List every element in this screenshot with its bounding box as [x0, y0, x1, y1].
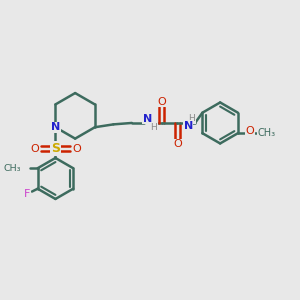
Text: CH₃: CH₃ [257, 128, 275, 138]
Text: N: N [51, 122, 60, 132]
Text: N: N [143, 114, 152, 124]
Text: O: O [72, 144, 81, 154]
Text: O: O [173, 139, 182, 149]
Text: CH₃: CH₃ [4, 164, 21, 173]
Text: O: O [245, 126, 254, 136]
Text: S: S [51, 142, 60, 155]
Text: H: H [188, 114, 195, 123]
Text: H: H [150, 123, 157, 132]
Text: O: O [158, 97, 166, 106]
Text: N: N [184, 121, 193, 131]
Text: F: F [24, 189, 30, 199]
Text: O: O [30, 144, 39, 154]
